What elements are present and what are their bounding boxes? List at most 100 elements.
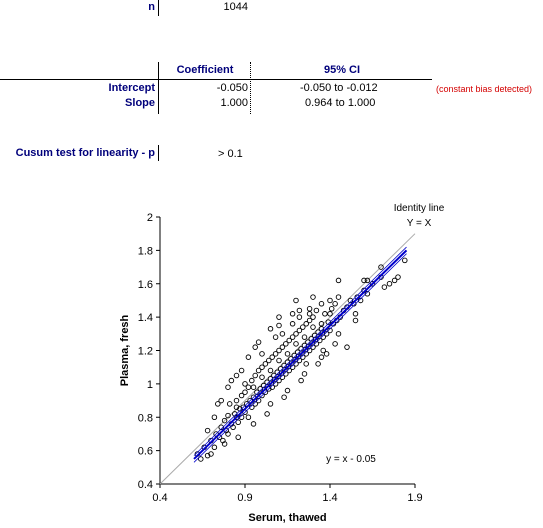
- data-point: [303, 321, 309, 327]
- data-point: [272, 351, 279, 357]
- data-point: [284, 359, 291, 365]
- data-point: [303, 361, 309, 367]
- ci-upper-line: [193, 246, 407, 456]
- data-point: [267, 367, 274, 374]
- data-point: [255, 367, 262, 374]
- data-point: [344, 344, 350, 350]
- data-point: [269, 354, 275, 360]
- data-point: [245, 414, 252, 421]
- data-point: [378, 264, 384, 270]
- data-point: [318, 301, 325, 307]
- identity-line-label: Identity line: [394, 203, 445, 214]
- data-point: [255, 339, 262, 345]
- data-point: [254, 389, 260, 395]
- table-row-ci: -0.050 to -0.012: [300, 82, 378, 94]
- data-point: [332, 341, 338, 347]
- x-axis-label: Serum, thawed: [248, 512, 326, 524]
- data-point: [347, 297, 354, 304]
- table-row-label: Slope: [125, 97, 155, 109]
- data-point: [310, 344, 316, 350]
- identity-line: [159, 233, 416, 485]
- y-tick-label: 0.6: [138, 446, 153, 458]
- data-point: [325, 319, 332, 325]
- data-point: [238, 414, 245, 421]
- data-point: [281, 394, 287, 400]
- data-point: [271, 372, 277, 379]
- bias-note: (constant bias detected): [436, 84, 533, 94]
- data-point: [267, 376, 274, 382]
- data-point: [272, 334, 279, 340]
- data-point: [233, 397, 240, 404]
- y-tick-label: 2: [147, 212, 153, 224]
- data-point: [320, 334, 326, 340]
- data-point: [306, 317, 313, 324]
- data-point: [303, 351, 309, 357]
- data-point: [289, 334, 296, 340]
- data-point: [208, 451, 214, 457]
- data-point: [306, 311, 313, 317]
- data-point: [211, 414, 218, 421]
- data-point: [395, 274, 401, 280]
- data-point: [225, 384, 231, 390]
- data-point: [293, 297, 299, 304]
- data-point: [313, 307, 320, 314]
- data-point: [259, 351, 265, 357]
- data-point: [284, 387, 291, 394]
- data-point: [276, 377, 282, 384]
- data-point: [402, 257, 408, 264]
- data-point: [318, 321, 325, 327]
- table-left-divider: [158, 62, 159, 114]
- data-point: [364, 291, 371, 297]
- data-point: [369, 281, 376, 287]
- data-point: [335, 277, 342, 284]
- x-tick-label: 0.4: [152, 492, 167, 504]
- data-point: [204, 427, 211, 434]
- data-point: [296, 307, 303, 314]
- data-point: [322, 311, 328, 317]
- cusum-value: > 0.1: [218, 148, 243, 160]
- data-point: [313, 341, 320, 347]
- y-tick-label: 1: [147, 379, 153, 391]
- data-point: [308, 336, 315, 342]
- table-column-divider: [250, 62, 251, 114]
- data-point: [298, 377, 304, 384]
- data-point: [267, 401, 274, 407]
- data-point: [218, 397, 224, 404]
- data-point: [296, 327, 303, 334]
- n-label: n: [148, 1, 155, 13]
- data-point: [286, 337, 292, 344]
- y-tick-label: 1.4: [138, 312, 153, 324]
- data-point: [327, 327, 333, 334]
- data-point: [277, 366, 284, 372]
- identity-line-equation: Y = X: [407, 218, 432, 229]
- data-point: [386, 281, 393, 287]
- data-point: [267, 326, 274, 332]
- data-point: [276, 357, 282, 364]
- data-point: [306, 347, 313, 354]
- data-point: [364, 277, 371, 284]
- data-point: [289, 321, 296, 327]
- y-axis-label: Plasma, fresh: [119, 314, 131, 386]
- data-point: [221, 417, 228, 424]
- data-point: [320, 347, 326, 354]
- data-point: [218, 424, 224, 431]
- data-point: [279, 344, 286, 350]
- data-point: [335, 331, 342, 337]
- data-point: [294, 349, 301, 355]
- ci-header: 95% CI: [323, 64, 361, 76]
- data-point: [238, 392, 245, 399]
- data-point: [328, 306, 335, 312]
- x-tick-label: 1.9: [407, 492, 422, 504]
- data-point: [233, 404, 240, 410]
- data-point: [310, 294, 316, 300]
- table-row-coefficient: -0.050: [216, 82, 248, 94]
- x-tick-label: 0.9: [237, 492, 252, 504]
- data-point: [391, 277, 398, 284]
- data-point: [238, 367, 245, 374]
- data-point: [249, 404, 255, 410]
- data-point: [300, 354, 306, 360]
- data-point: [276, 347, 282, 354]
- data-point: [318, 354, 325, 360]
- data-point: [286, 367, 292, 374]
- data-point: [352, 311, 359, 317]
